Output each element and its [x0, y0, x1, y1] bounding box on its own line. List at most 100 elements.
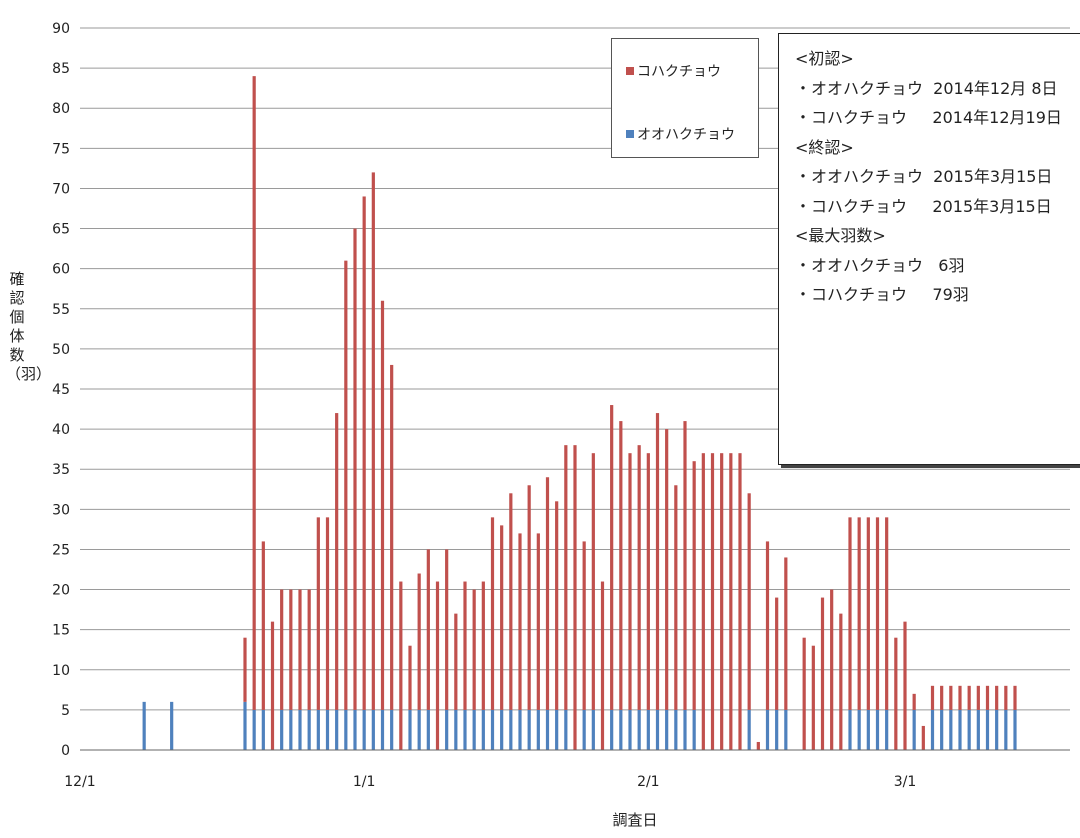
legend-entry-kohakucho: コハクチョウ — [626, 61, 721, 81]
bar-kohakucho — [674, 485, 678, 710]
bar-ohakucho — [885, 709, 889, 750]
bar-kohakucho — [949, 685, 953, 710]
bar-ohakucho — [408, 709, 412, 750]
legend-label: オオハクチョウ — [637, 127, 735, 143]
bar-ohakucho — [692, 709, 696, 750]
bar-kohakucho — [252, 76, 256, 710]
bar-kohakucho — [335, 413, 339, 710]
y-tick-label: 45 — [52, 382, 70, 398]
y-tick-label: 40 — [52, 422, 70, 438]
bar-kohakucho — [848, 517, 852, 710]
bar-ohakucho — [261, 709, 265, 750]
bar-kohakucho — [417, 573, 421, 710]
bar-kohakucho — [509, 493, 513, 710]
bar-ohakucho — [371, 709, 375, 750]
bar-ohakucho — [481, 709, 485, 750]
bar-ohakucho — [142, 701, 146, 750]
bar-ohakucho — [940, 709, 944, 750]
bar-kohakucho — [747, 493, 751, 710]
bar-kohakucho — [289, 589, 293, 710]
bar-kohakucho — [729, 453, 733, 750]
bar-kohakucho — [426, 549, 430, 710]
y-tick-label: 85 — [52, 61, 70, 77]
legend: コハクチョウ オオハクチョウ — [611, 38, 759, 158]
bar-ohakucho — [252, 709, 256, 750]
bar-kohakucho — [371, 172, 375, 710]
bar-kohakucho — [995, 685, 999, 710]
bar-kohakucho — [701, 453, 705, 750]
annotation-line: ・オオハクチョウ 2014年12月 8日 — [795, 78, 1058, 98]
y-tick-label: 75 — [52, 141, 70, 157]
bar-kohakucho — [820, 597, 825, 750]
bar-ohakucho — [289, 709, 293, 750]
x-tick-label: 1/1 — [353, 774, 376, 790]
bar-kohakucho — [545, 477, 550, 710]
bar-kohakucho — [353, 228, 357, 710]
bar-kohakucho — [665, 429, 669, 710]
bar-kohakucho — [527, 485, 531, 710]
y-tick-label: 90 — [52, 21, 70, 37]
bar-kohakucho — [1004, 685, 1008, 710]
bar-ohakucho — [582, 709, 586, 750]
bar-kohakucho — [435, 581, 440, 750]
bar-ohakucho — [674, 709, 678, 750]
bar-kohakucho — [454, 613, 458, 710]
bar-ohakucho — [417, 709, 421, 750]
bar-ohakucho — [298, 709, 302, 750]
bar-ohakucho — [985, 709, 990, 750]
bar-kohakucho — [985, 685, 990, 710]
bar-kohakucho — [362, 196, 366, 710]
y-tick-label: 20 — [52, 583, 70, 599]
bar-ohakucho — [1013, 709, 1017, 750]
x-axis-label: 調査日 — [612, 811, 657, 829]
bar-kohakucho — [1013, 685, 1017, 710]
bar-kohakucho — [573, 445, 577, 750]
bar-ohakucho — [325, 709, 330, 750]
bar-kohakucho — [894, 637, 898, 750]
legend-entry-ohakucho: オオハクチョウ — [626, 124, 735, 144]
annotation-box: <初認> ・オオハクチョウ 2014年12月 8日 ・コハクチョウ 2014年1… — [778, 33, 1080, 465]
bar-ohakucho — [463, 709, 467, 750]
bar-ohakucho — [784, 709, 788, 750]
x-tick-labels: 12/1 1/1 2/1 3/1 — [64, 774, 916, 790]
y-tick-label: 5 — [61, 703, 70, 719]
bar-kohakucho — [316, 517, 320, 710]
bar-ohakucho — [930, 709, 935, 750]
annotation-line: <最大羽数> — [795, 226, 886, 245]
bar-ohakucho — [445, 709, 449, 750]
bar-ohakucho — [747, 709, 751, 750]
bar-ohakucho — [243, 701, 247, 750]
bar-ohakucho — [170, 701, 174, 750]
bar-kohakucho — [692, 461, 696, 710]
bar-ohakucho — [362, 709, 366, 750]
bar-kohakucho — [490, 517, 495, 710]
bar-kohakucho — [885, 517, 889, 710]
bar-ohakucho — [518, 709, 522, 750]
bar-kohakucho — [655, 413, 660, 710]
bar-kohakucho — [500, 525, 504, 710]
bar-ohakucho — [335, 709, 339, 750]
bar-ohakucho — [536, 709, 540, 750]
bar-ohakucho — [545, 709, 550, 750]
bar-kohakucho — [756, 741, 760, 750]
bar-ohakucho — [490, 709, 495, 750]
bar-kohakucho — [912, 693, 916, 710]
x-tick-label: 2/1 — [637, 774, 660, 790]
bar-ohakucho — [555, 709, 559, 750]
bar-kohakucho — [775, 597, 779, 710]
bar-ohakucho — [380, 709, 385, 750]
x-tick-label: 3/1 — [894, 774, 917, 790]
bar-kohakucho — [243, 637, 247, 702]
bar-kohakucho — [270, 621, 275, 750]
bar-ohakucho — [509, 709, 513, 750]
bar-ohakucho — [857, 709, 861, 750]
bar-ohakucho — [454, 709, 458, 750]
bar-kohakucho — [765, 541, 770, 710]
bar-kohakucho — [463, 581, 467, 710]
bar-kohakucho — [940, 685, 944, 710]
y-tick-label: 35 — [52, 462, 70, 478]
y-tick-label: 65 — [52, 222, 70, 238]
y-tick-label: 0 — [61, 743, 70, 759]
bar-ohakucho — [848, 709, 852, 750]
bar-kohakucho — [683, 421, 687, 710]
